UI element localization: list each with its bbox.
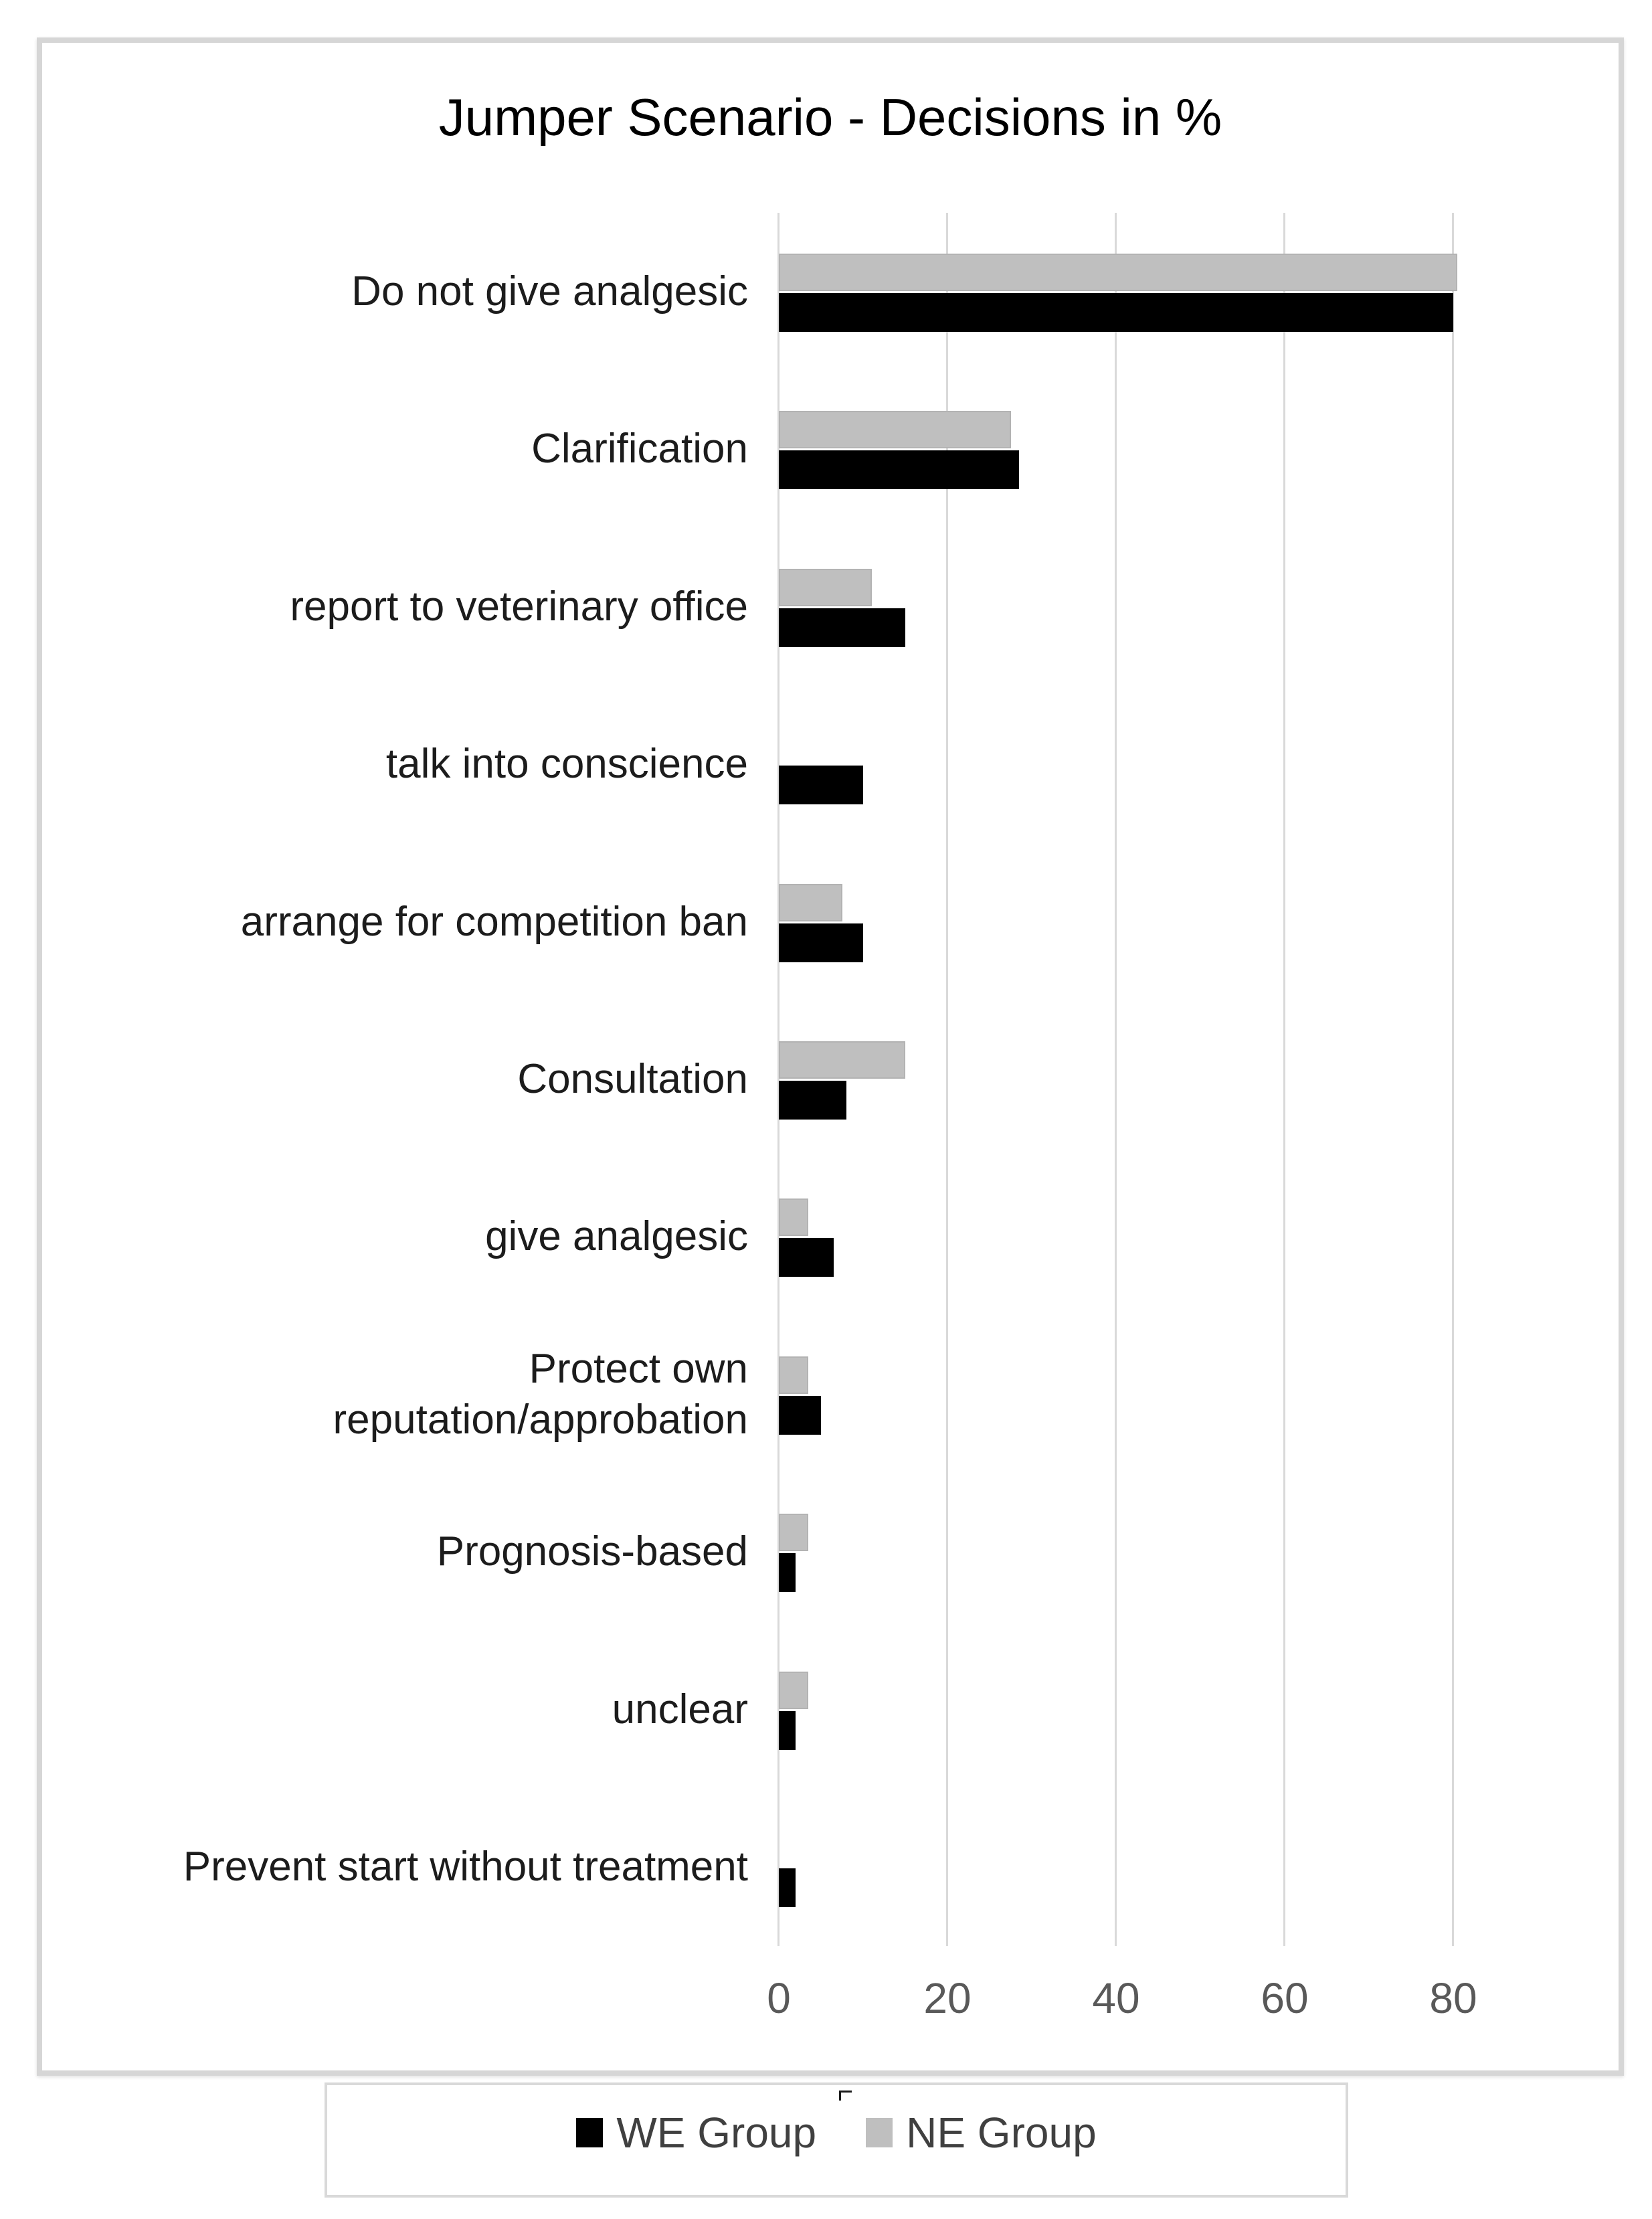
x-tick-label: 60	[1261, 1974, 1309, 2022]
category-label: Do not give analgesic	[351, 268, 748, 315]
gridline	[1115, 213, 1117, 1946]
legend-items: WE Group NE Group	[327, 2108, 1346, 2157]
ne-group-swatch	[866, 2118, 893, 2147]
x-tick-label: 40	[1092, 1974, 1140, 2022]
bar-we-group	[779, 1868, 796, 1907]
category-label: Prevent start without treatment	[183, 1844, 748, 1890]
x-tick-label: 0	[767, 1974, 791, 2022]
gridline	[777, 213, 779, 1946]
bar-we-group	[779, 1711, 796, 1750]
category-label: give analgesic	[485, 1213, 748, 1260]
bar-ne-group	[779, 411, 1011, 448]
legend-item-we-group: WE Group	[576, 2108, 816, 2157]
category-label: arrange for competition ban	[240, 899, 748, 946]
bar-we-group	[779, 766, 863, 804]
bar-we-group	[779, 1396, 821, 1435]
legend-label-ne-group: NE Group	[906, 2109, 1097, 2157]
bar-ne-group	[779, 1514, 808, 1551]
bar-we-group	[779, 1238, 834, 1277]
we-group-swatch	[576, 2118, 604, 2147]
bar-ne-group	[779, 254, 1457, 291]
bar-ne-group	[779, 1672, 808, 1709]
bar-we-group	[779, 608, 905, 647]
bar-we-group	[779, 1081, 846, 1120]
legend-label-we-group: WE Group	[616, 2109, 817, 2157]
bar-we-group	[779, 450, 1019, 489]
artifact-mark	[839, 2091, 852, 2101]
x-tick-label: 20	[923, 1974, 972, 2022]
bar-we-group	[779, 923, 863, 962]
bar-ne-group	[779, 569, 872, 606]
category-label: Clarification	[531, 426, 748, 472]
category-label: Protect own reputation/approbation	[333, 1346, 748, 1443]
bar-ne-group	[779, 1356, 808, 1394]
bar-ne-group	[779, 884, 842, 921]
gridline	[1283, 213, 1285, 1946]
bar-we-group	[779, 293, 1453, 332]
legend-item-ne-group: NE Group	[866, 2108, 1097, 2157]
x-tick-label: 80	[1429, 1974, 1477, 2022]
bar-ne-group	[779, 1199, 808, 1236]
chart-title: Jumper Scenario - Decisions in %	[438, 88, 1222, 147]
gridline	[946, 213, 948, 1946]
category-label: talk into conscience	[385, 741, 748, 788]
bar-ne-group	[779, 1041, 905, 1079]
category-label: report to veterinary office	[290, 584, 748, 630]
legend: WE Group NE Group	[325, 2082, 1348, 2198]
category-label: Consultation	[517, 1056, 748, 1103]
bar-we-group	[779, 1553, 796, 1592]
gridline	[1452, 213, 1454, 1946]
category-label: Prognosis-based	[436, 1528, 748, 1575]
category-label: unclear	[612, 1686, 748, 1733]
